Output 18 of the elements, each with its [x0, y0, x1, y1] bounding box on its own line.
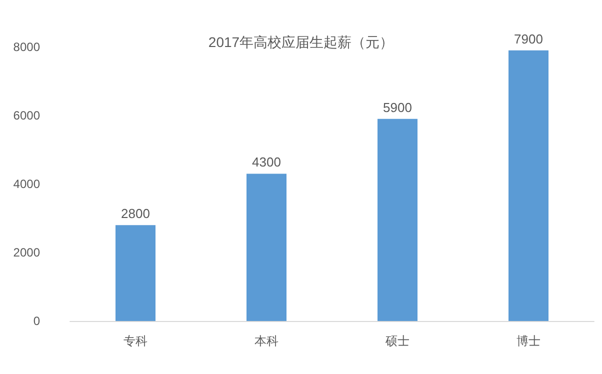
- x-tick-label: 博士: [516, 334, 540, 348]
- x-tick-label: 硕士: [384, 334, 410, 348]
- data-label: 2800: [121, 206, 150, 222]
- data-label: 7900: [514, 31, 543, 46]
- y-tick-label: 6000: [13, 108, 40, 122]
- data-label: 5900: [383, 100, 412, 115]
- bar: [246, 174, 286, 321]
- y-tick-label: 0: [33, 314, 40, 328]
- data-label: 4300: [252, 154, 281, 170]
- bar: [378, 118, 418, 321]
- y-tick-label: 4000: [13, 177, 40, 191]
- chart-title: 2017年高校应届生起薪（元）: [208, 34, 394, 50]
- x-tick-label: 专科: [124, 334, 148, 348]
- bar: [116, 225, 156, 321]
- y-tick-label: 2000: [13, 246, 40, 260]
- y-tick-label: 8000: [13, 40, 40, 54]
- x-tick-label: 本科: [254, 334, 278, 348]
- bar: [508, 50, 548, 321]
